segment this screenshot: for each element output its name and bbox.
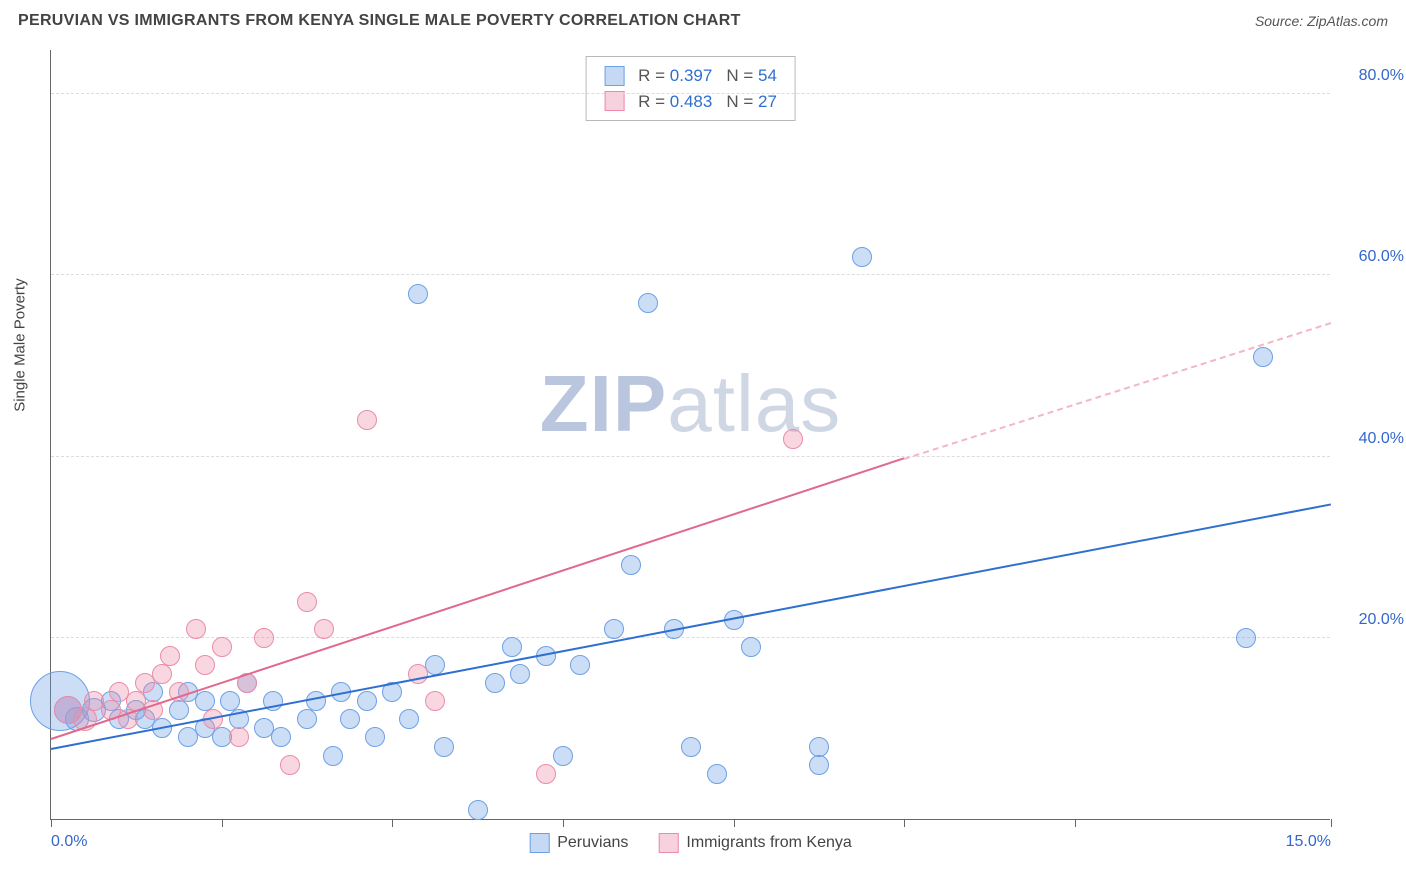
x-tick (563, 819, 564, 827)
stats-box: R = 0.397 N = 54 R = 0.483 N = 27 (585, 56, 796, 121)
data-point (707, 764, 727, 784)
y-axis-label: Single Male Poverty (12, 278, 29, 411)
data-point (271, 727, 291, 747)
data-point (638, 293, 658, 313)
gridline (51, 456, 1330, 457)
watermark-bold: ZIP (540, 359, 667, 448)
data-point (229, 727, 249, 747)
legend-label-2: Immigrants from Kenya (686, 834, 851, 852)
stats-r-value-2: 0.483 (670, 92, 713, 111)
stats-r-value-1: 0.397 (670, 66, 713, 85)
data-point (314, 619, 334, 639)
data-point (809, 755, 829, 775)
stats-n-label-2: N = (726, 92, 753, 111)
data-point (425, 691, 445, 711)
y-tick-label: 60.0% (1340, 248, 1404, 266)
data-point (340, 709, 360, 729)
stats-row-1: R = 0.397 N = 54 (604, 63, 777, 89)
data-point (852, 247, 872, 267)
stats-n-value-1: 54 (758, 66, 777, 85)
data-point (502, 637, 522, 657)
x-tick (392, 819, 393, 827)
trend-line (51, 503, 1331, 750)
legend-swatch-2 (658, 833, 678, 853)
watermark-light: atlas (667, 359, 841, 448)
data-point (408, 284, 428, 304)
x-tick-label: 15.0% (1286, 833, 1331, 851)
stats-r-label-1: R = (638, 66, 665, 85)
data-point (536, 764, 556, 784)
stats-swatch-1 (604, 66, 624, 86)
legend-item-2: Immigrants from Kenya (658, 833, 851, 853)
data-point (681, 737, 701, 757)
x-tick-label: 0.0% (51, 833, 87, 851)
data-point (186, 619, 206, 639)
x-tick (1331, 819, 1332, 827)
trend-line (904, 322, 1331, 460)
data-point (604, 619, 624, 639)
data-point (553, 746, 573, 766)
data-point (280, 755, 300, 775)
x-tick (734, 819, 735, 827)
legend-swatch-1 (529, 833, 549, 853)
x-tick (51, 819, 52, 827)
data-point (297, 592, 317, 612)
data-point (434, 737, 454, 757)
data-point (195, 691, 215, 711)
data-point (212, 637, 232, 657)
gridline (51, 637, 1330, 638)
data-point (152, 664, 172, 684)
data-point (809, 737, 829, 757)
data-point (621, 555, 641, 575)
gridline (51, 93, 1330, 94)
gridline (51, 274, 1330, 275)
y-tick-label: 20.0% (1340, 611, 1404, 629)
stats-n-label-1: N = (726, 66, 753, 85)
data-point (485, 673, 505, 693)
data-point (357, 410, 377, 430)
data-point (195, 655, 215, 675)
data-point (1253, 347, 1273, 367)
trend-line (51, 458, 905, 741)
x-tick (1075, 819, 1076, 827)
source-label: Source: ZipAtlas.com (1255, 13, 1388, 29)
data-point (365, 727, 385, 747)
data-point (425, 655, 445, 675)
data-point (468, 800, 488, 820)
data-point (160, 646, 180, 666)
chart-container: Single Male Poverty ZIPatlas R = 0.397 N… (50, 50, 1390, 890)
chart-title: PERUVIAN VS IMMIGRANTS FROM KENYA SINGLE… (18, 12, 741, 30)
data-point (399, 709, 419, 729)
data-point (254, 628, 274, 648)
legend-item-1: Peruvians (529, 833, 628, 853)
data-point (510, 664, 530, 684)
data-point (1236, 628, 1256, 648)
data-point (220, 691, 240, 711)
legend: Peruvians Immigrants from Kenya (529, 833, 852, 853)
y-tick-label: 80.0% (1340, 67, 1404, 85)
data-point (783, 429, 803, 449)
data-point (306, 691, 326, 711)
data-point (297, 709, 317, 729)
y-tick-label: 40.0% (1340, 430, 1404, 448)
stats-n-value-2: 27 (758, 92, 777, 111)
data-point (741, 637, 761, 657)
data-point (323, 746, 343, 766)
x-tick (904, 819, 905, 827)
legend-label-1: Peruvians (557, 834, 628, 852)
data-point (169, 700, 189, 720)
data-point (570, 655, 590, 675)
plot-area: ZIPatlas R = 0.397 N = 54 R = 0.483 N = … (50, 50, 1330, 820)
data-point (357, 691, 377, 711)
x-tick (222, 819, 223, 827)
stats-r-label-2: R = (638, 92, 665, 111)
